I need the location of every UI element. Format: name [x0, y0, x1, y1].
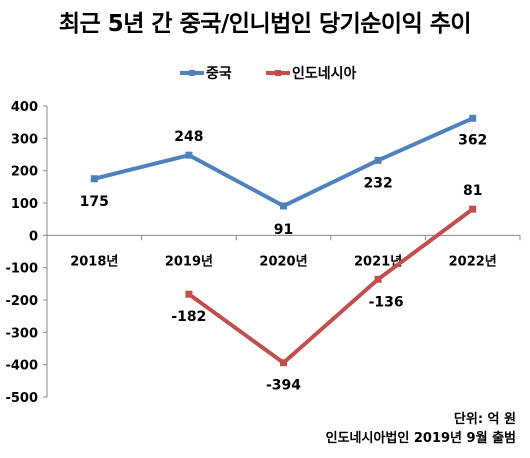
data-point [90, 175, 98, 183]
data-label: -136 [369, 294, 404, 310]
x-tick-label: 2022년 [449, 254, 497, 269]
legend-label: 중국 [206, 66, 232, 82]
x-tick-label: 2020년 [259, 254, 307, 269]
data-label: -394 [266, 378, 301, 394]
x-tick-label: 2019년 [165, 254, 213, 269]
series-line-0 [93, 116, 474, 208]
data-label: 175 [80, 194, 109, 210]
source-note: 인도네시아법인 2019년 9월 출범 [325, 431, 516, 446]
data-label: 362 [458, 132, 487, 148]
y-tick-label: -400 [5, 359, 38, 374]
x-tick-label: 2021년 [354, 254, 402, 269]
data-point [185, 290, 193, 298]
y-tick-label: -200 [5, 294, 38, 309]
y-tick-label: 200 [11, 165, 38, 180]
data-point [280, 202, 287, 210]
data-point [280, 359, 287, 367]
data-point [185, 151, 193, 159]
y-tick-label: -500 [5, 391, 38, 406]
y-tick-label: 0 [29, 229, 38, 244]
series-line-1 [187, 207, 474, 365]
data-label: 91 [274, 222, 293, 238]
x-tick-label: 2018년 [70, 254, 118, 269]
unit-note: 단위: 억 원 [453, 412, 516, 427]
legend-marker [275, 70, 281, 76]
y-tick-label: 400 [11, 100, 38, 115]
data-point [469, 205, 477, 213]
data-label: 248 [174, 129, 203, 145]
data-point [374, 156, 382, 164]
data-point [469, 114, 477, 122]
y-tick-label: 100 [11, 197, 38, 212]
y-tick-label: 300 [11, 132, 38, 147]
legend-label: 인도네시아 [292, 65, 357, 82]
chart-title: 최근 5년 간 중국/인니법인 당기순이익 추이 [58, 11, 472, 37]
data-label: 81 [463, 183, 482, 199]
data-label: 232 [363, 175, 392, 191]
legend-marker [189, 70, 195, 76]
data-label: -182 [171, 309, 206, 325]
data-point [374, 275, 382, 283]
y-tick-label: -300 [5, 326, 38, 341]
footnote: 단위: 억 원 인도네시아법인 2019년 9월 출범 [326, 410, 516, 448]
y-tick-label: -100 [5, 262, 38, 277]
